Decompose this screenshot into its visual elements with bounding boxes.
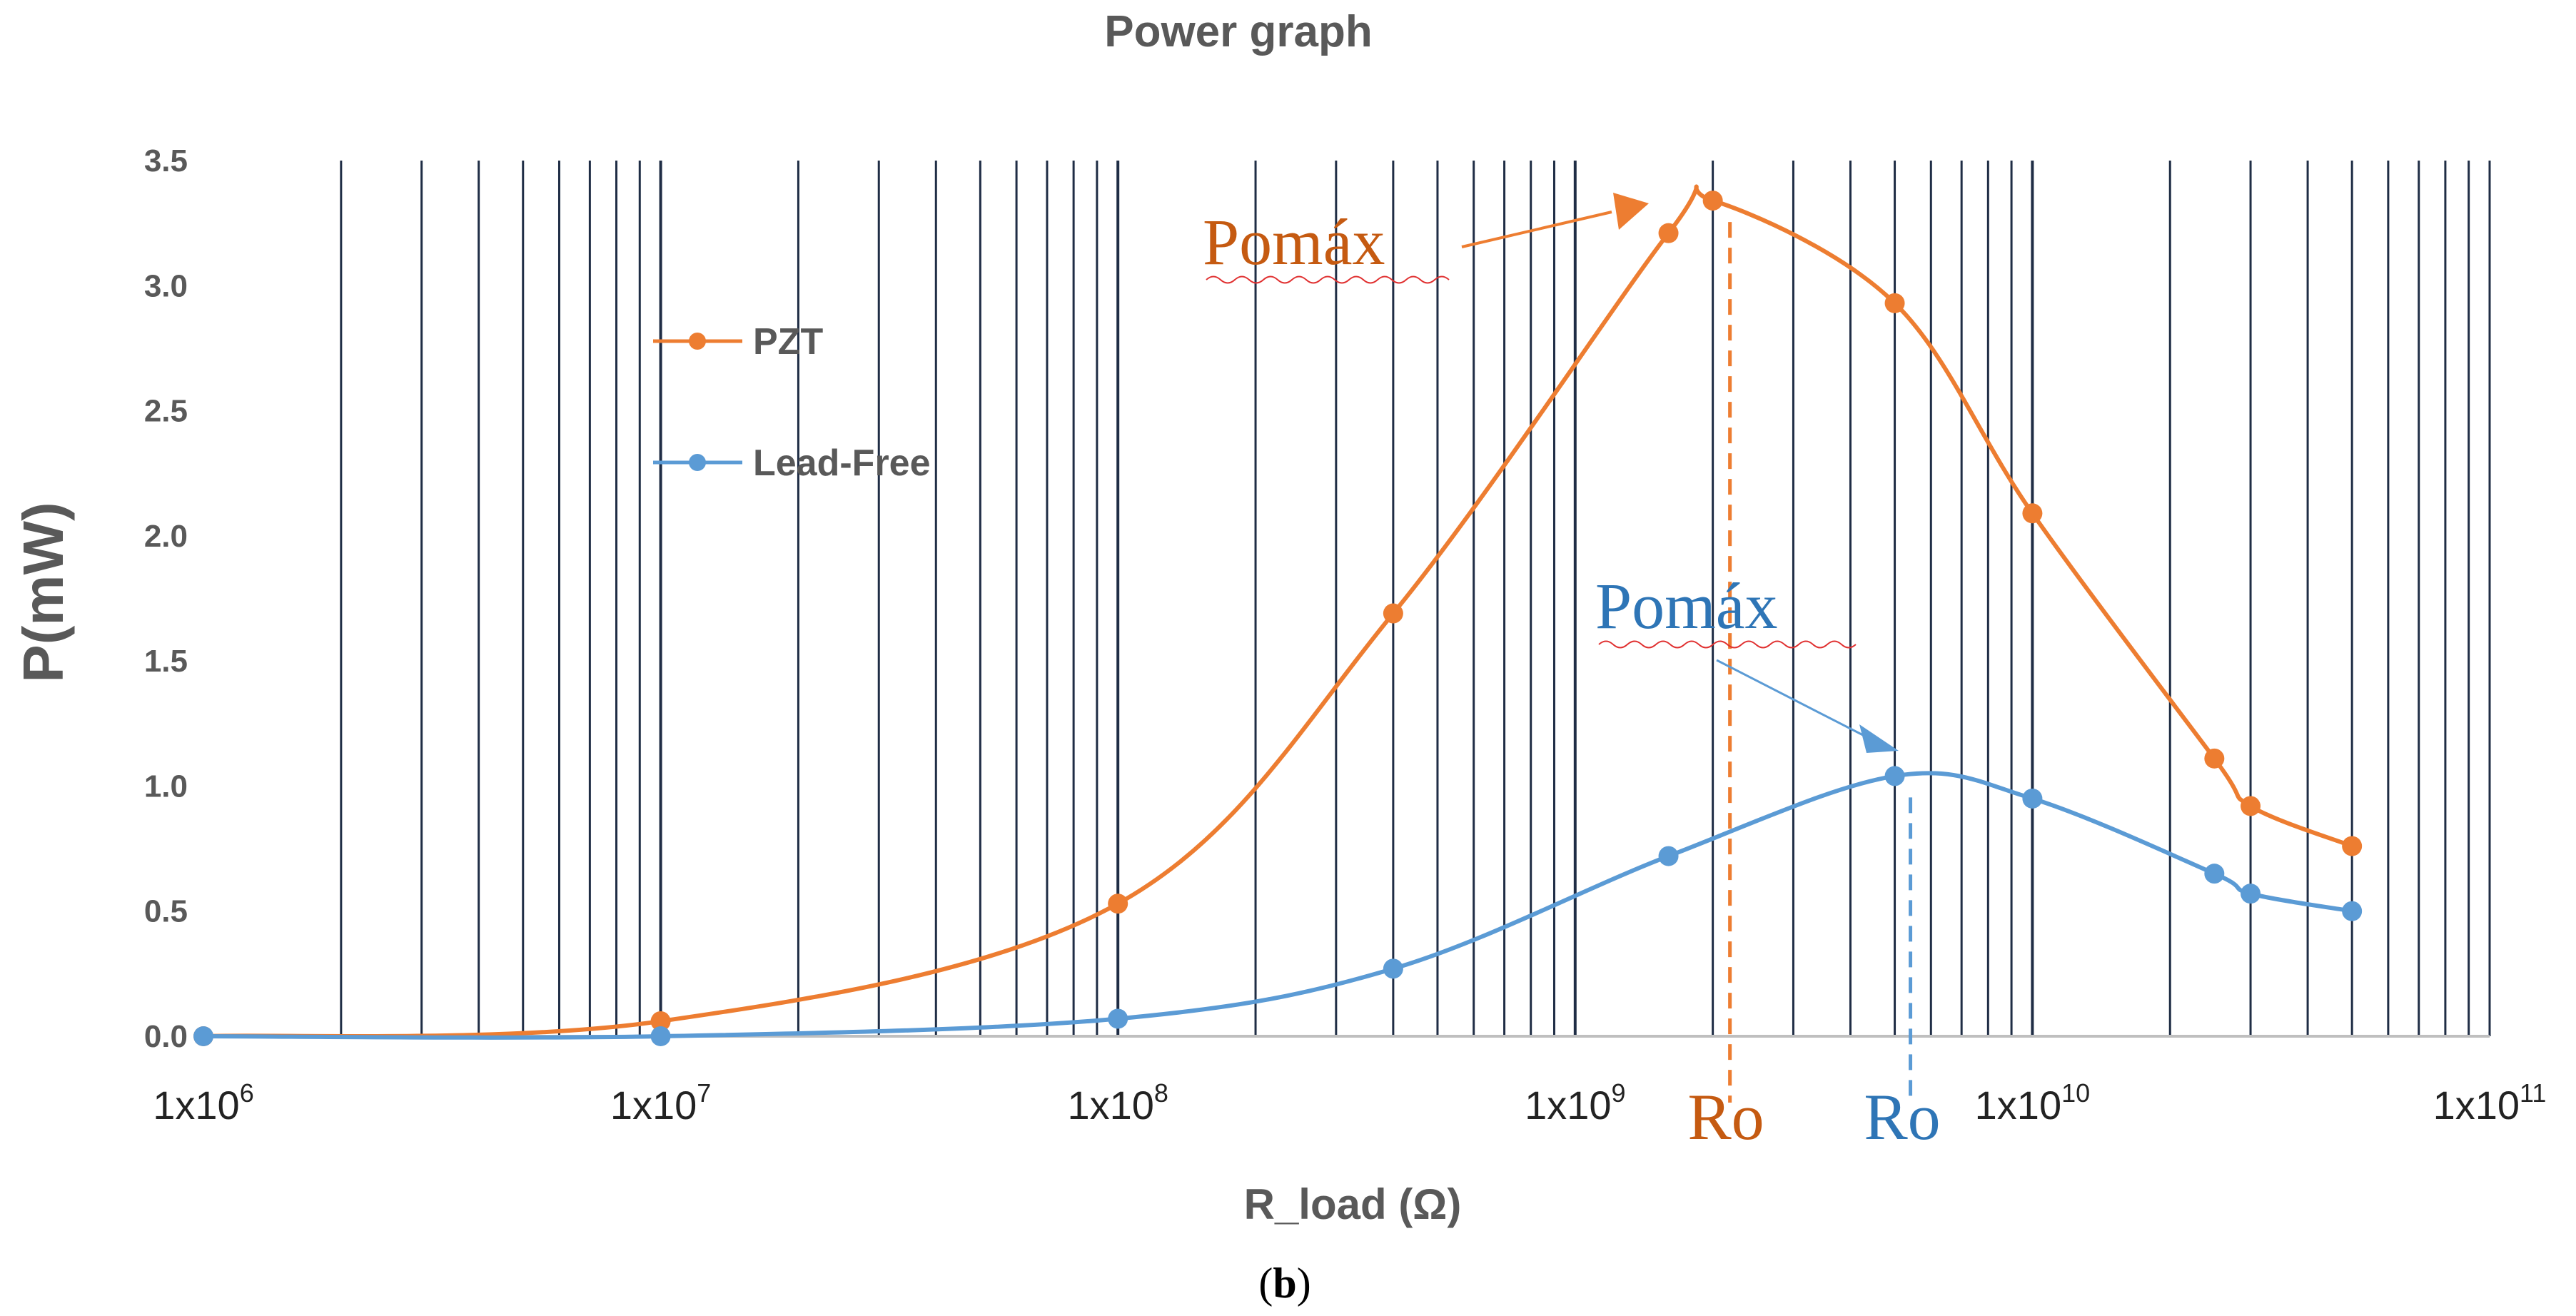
y-tick-labels: 0.0 0.5 1.0 1.5 2.0 2.5 3.0 3.5 bbox=[144, 143, 188, 1054]
data-point-pzt bbox=[2204, 748, 2225, 769]
y-tick-label: 2.0 bbox=[144, 519, 188, 554]
x-tick-label: 1x107 bbox=[610, 1078, 711, 1128]
annotation-ro-lead-free: Ro bbox=[1864, 1080, 1940, 1153]
data-point-pzt bbox=[2022, 503, 2043, 524]
annotation-ro-pzt: Ro bbox=[1687, 1080, 1764, 1153]
spellcheck-underline-pzt bbox=[1206, 275, 1450, 284]
series-pzt bbox=[193, 184, 2363, 1046]
data-point-lead-free bbox=[1658, 846, 1679, 866]
data-point-lead-free bbox=[2022, 788, 2043, 809]
annotation-arrowhead-lead-free bbox=[1859, 724, 1899, 753]
x-tick-label: 1x108 bbox=[1067, 1078, 1168, 1128]
x-tick-labels: 1x106 1x107 1x108 1x109 1x1010 1x1011 bbox=[153, 1078, 2546, 1128]
data-point-lead-free bbox=[1108, 1008, 1128, 1029]
annotations: Pomáx Ro Pomáx Ro bbox=[1203, 193, 1941, 1153]
legend-marker-pzt bbox=[689, 333, 706, 350]
y-tick-label: 1.0 bbox=[144, 769, 188, 804]
data-point-pzt bbox=[650, 1011, 671, 1031]
caption-open: ( bbox=[1258, 1260, 1273, 1307]
data-point-pzt bbox=[2241, 796, 2261, 816]
series-lead-free bbox=[193, 766, 2363, 1046]
legend-marker-lead-free bbox=[689, 454, 706, 471]
data-point-lead-free bbox=[1383, 958, 1403, 979]
x-tick-label: 1x106 bbox=[153, 1078, 253, 1128]
legend-item-lead-free: Lead-Free bbox=[653, 442, 931, 484]
data-point-lead-free bbox=[1884, 766, 1905, 786]
y-tick-label: 1.5 bbox=[144, 644, 188, 679]
annotation-arrowhead-pzt bbox=[1613, 193, 1649, 230]
annotation-arrow-lead-free bbox=[1716, 659, 1864, 737]
x-tick-label: 1x1010 bbox=[1975, 1078, 2090, 1128]
annotation-pomax-pzt: Pomáx bbox=[1203, 206, 1385, 278]
series-line-pzt bbox=[203, 184, 2353, 1039]
data-point-pzt bbox=[1884, 293, 1905, 313]
legend: PZT Lead-Free bbox=[653, 321, 931, 484]
x-tick-label: 1x109 bbox=[1525, 1078, 1625, 1128]
y-tick-label: 2.5 bbox=[144, 394, 188, 429]
legend-label-pzt: PZT bbox=[753, 321, 823, 363]
data-point-pzt bbox=[1702, 191, 1723, 211]
legend-item-pzt: PZT bbox=[653, 321, 823, 363]
ro-marker-lines bbox=[1728, 222, 1913, 1103]
spellcheck-underline-lead-free bbox=[1598, 640, 1857, 649]
legend-label-lead-free: Lead-Free bbox=[753, 442, 931, 484]
data-series bbox=[193, 184, 2363, 1046]
y-tick-label: 3.5 bbox=[144, 143, 188, 178]
data-point-pzt bbox=[1383, 603, 1403, 624]
caption-close: ) bbox=[1297, 1260, 1311, 1307]
annotation-pomax-lead-free: Pomáx bbox=[1595, 570, 1778, 642]
data-point-pzt bbox=[2342, 836, 2363, 856]
data-point-lead-free bbox=[2241, 884, 2261, 904]
data-point-lead-free bbox=[650, 1026, 671, 1046]
y-tick-label: 0.5 bbox=[144, 894, 188, 929]
data-point-lead-free bbox=[2204, 864, 2225, 884]
data-point-pzt bbox=[1658, 223, 1679, 243]
grid-lines bbox=[340, 161, 2491, 1036]
data-point-lead-free bbox=[2342, 901, 2363, 921]
y-axis-label: P(mW) bbox=[11, 502, 75, 682]
chart-title: Power graph bbox=[1104, 7, 1373, 56]
figure-caption: (b) bbox=[1258, 1260, 1310, 1307]
y-tick-label: 0.0 bbox=[144, 1019, 188, 1054]
x-axis-label: R_load (Ω) bbox=[1244, 1180, 1462, 1228]
caption-letter: b bbox=[1273, 1260, 1296, 1307]
y-tick-label: 3.0 bbox=[144, 268, 188, 303]
x-tick-label: 1x1011 bbox=[2433, 1078, 2547, 1128]
data-point-pzt bbox=[1108, 894, 1128, 914]
annotation-arrow-pzt bbox=[1461, 211, 1612, 248]
series-line-lead-free bbox=[203, 771, 2353, 1040]
data-point-lead-free bbox=[193, 1026, 213, 1046]
